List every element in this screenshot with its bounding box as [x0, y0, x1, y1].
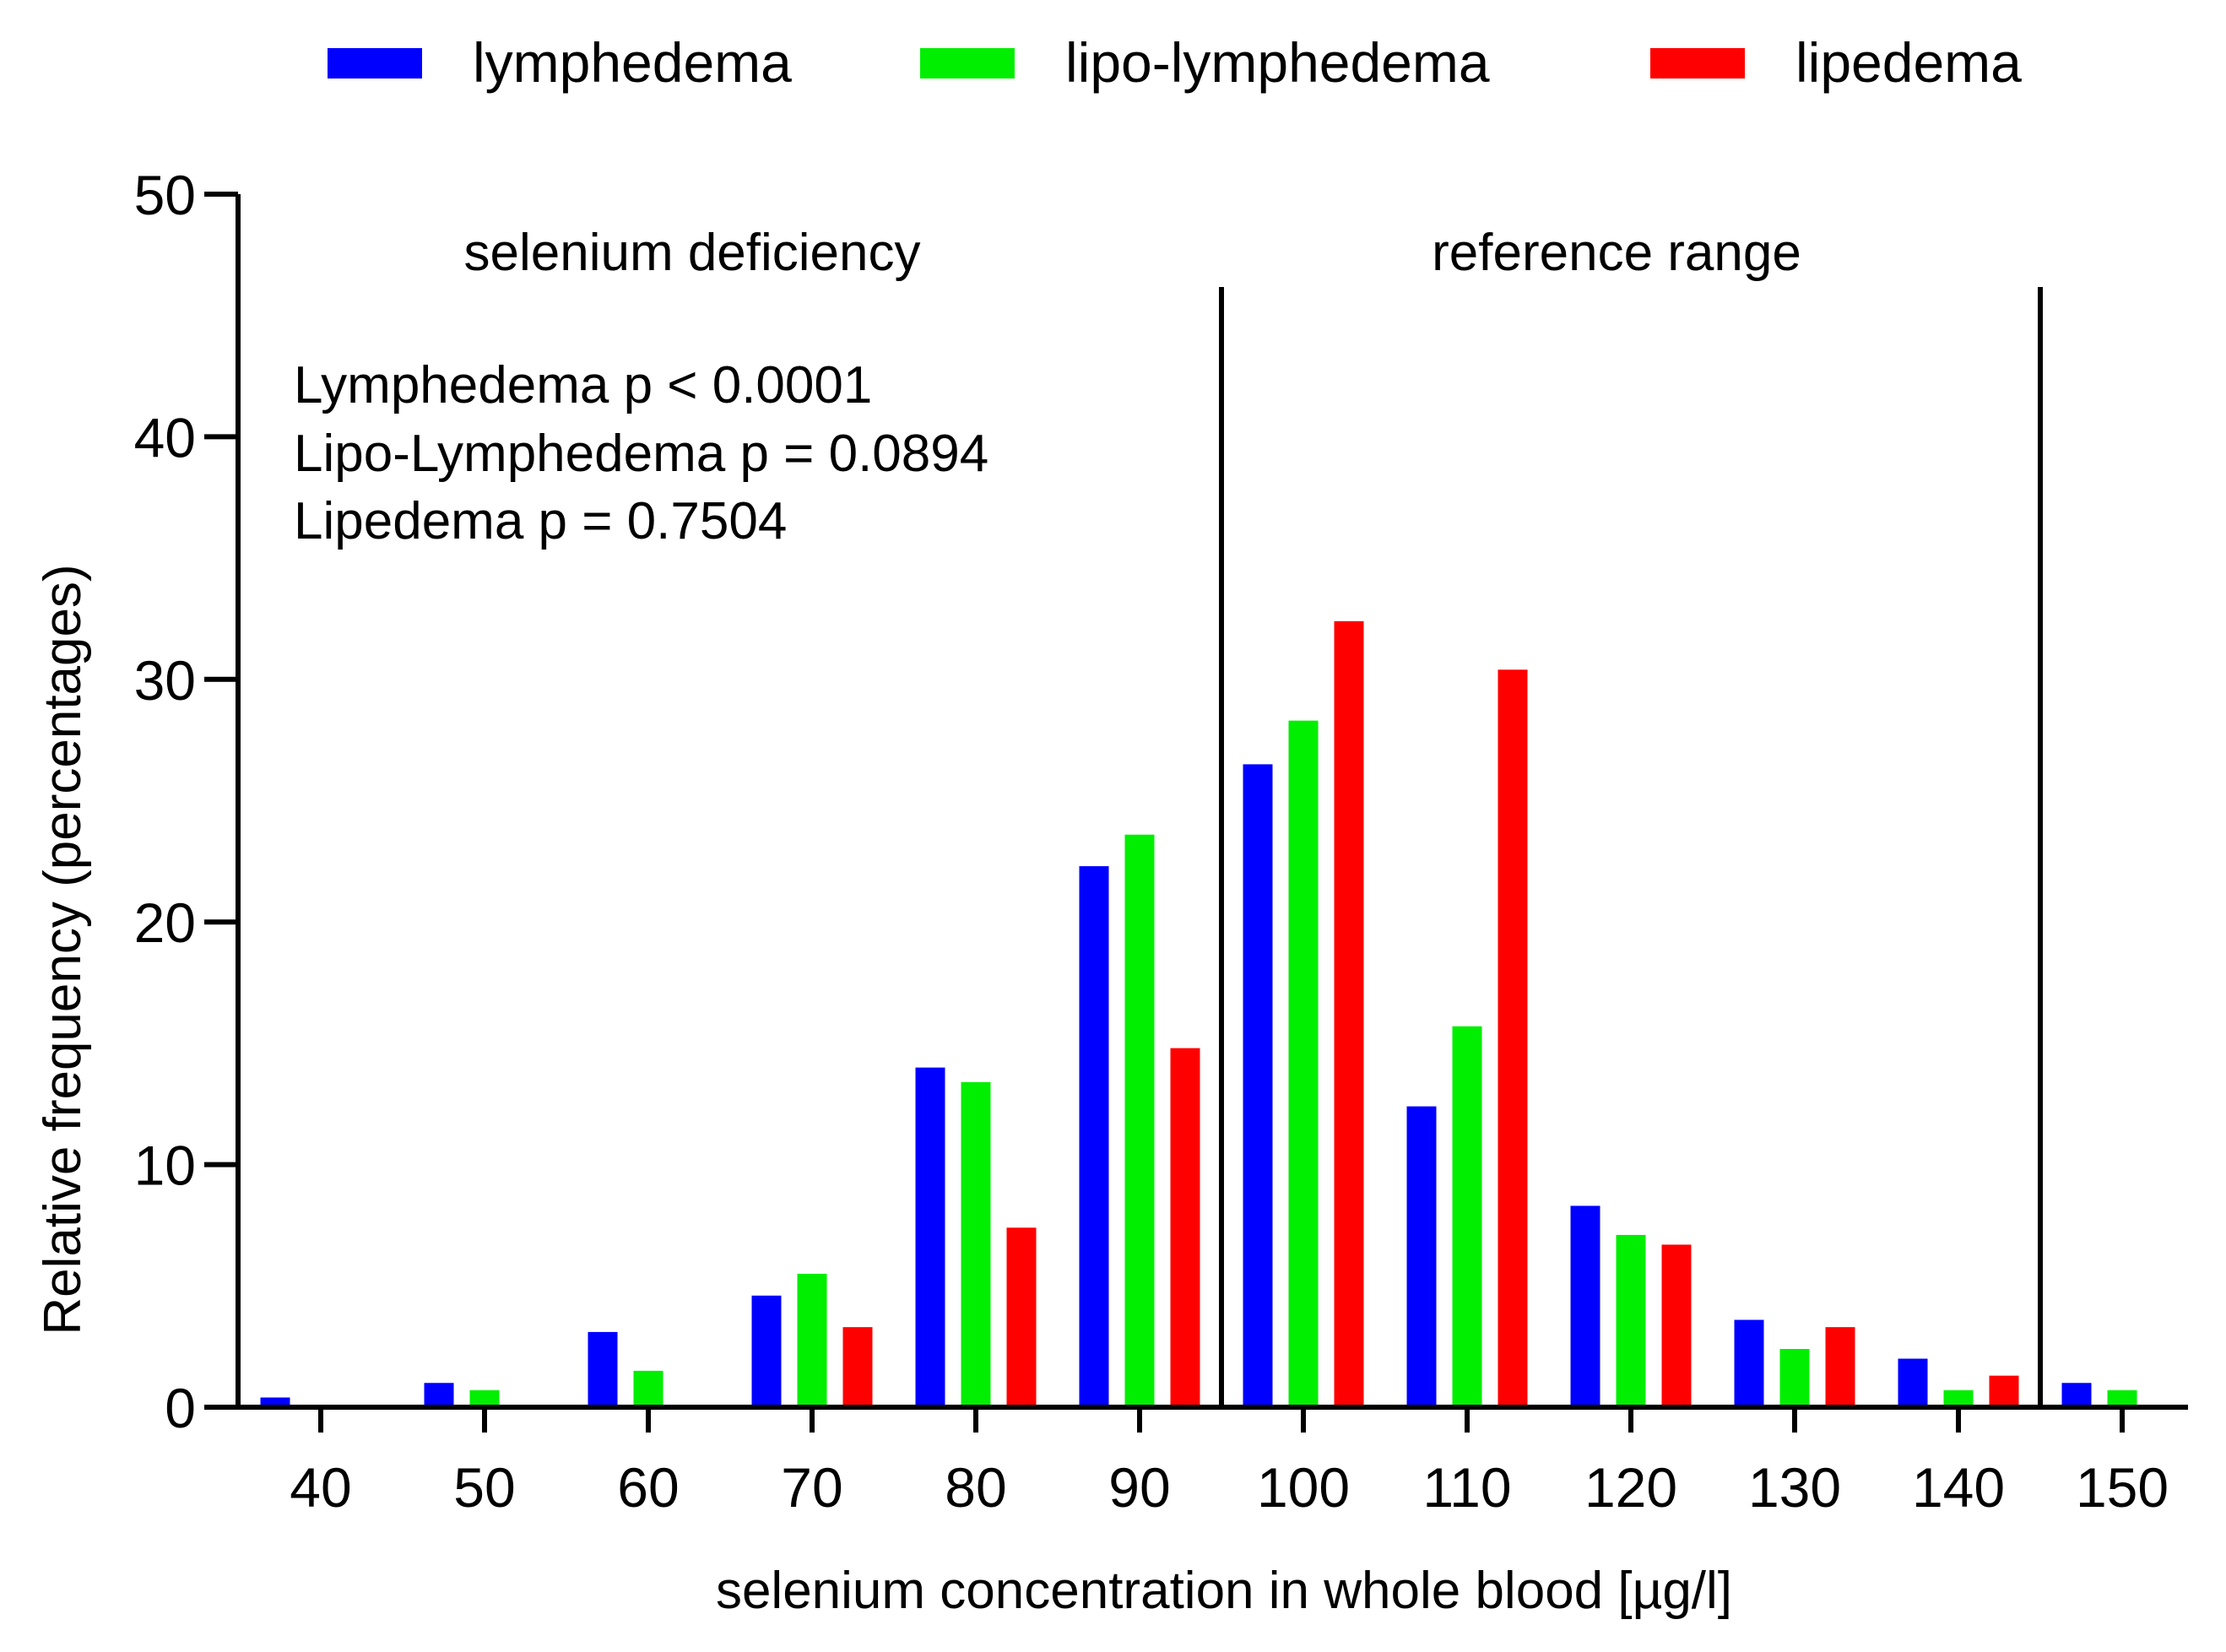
axes [236, 194, 2188, 1410]
bar-lipedema-110 [1498, 669, 1528, 1407]
x-tick-label: 110 [1422, 1456, 1511, 1519]
x-ticks: 40 50 60 70 80 90 100 110 120 130 140 150 [290, 1407, 2169, 1519]
bar-lipedema-100 [1334, 620, 1364, 1407]
bar-lipo-lymphedema-140 [1943, 1389, 1974, 1407]
bar-lipedema-70 [842, 1327, 873, 1407]
bar-lymphedema-70 [751, 1295, 782, 1407]
legend: lymphedema lipo-lymphedema lipedema [328, 31, 2022, 94]
bar-lymphedema-150 [2061, 1383, 2092, 1407]
legend-label-lymphedema: lymphedema [473, 31, 792, 94]
x-tick-label: 120 [1584, 1456, 1677, 1519]
legend-label-lipedema: lipedema [1795, 31, 2022, 94]
bar-lipedema-90 [1170, 1048, 1200, 1407]
bar-lipo-lymphedema-90 [1124, 834, 1155, 1407]
bar-lipo-lymphedema-150 [2107, 1389, 2137, 1407]
x-tick-label: 80 [945, 1456, 1006, 1519]
region-label-reference-range: reference range [1432, 224, 1801, 282]
x-tick-label: 150 [2076, 1456, 2169, 1519]
bar-lipo-lymphedema-120 [1616, 1234, 1646, 1407]
legend-swatch-lymphedema [328, 48, 422, 79]
bar-lymphedema-130 [1734, 1319, 1764, 1407]
x-tick-label: 130 [1748, 1456, 1841, 1519]
x-tick-label: 50 [453, 1456, 515, 1519]
y-tick-label: 40 [134, 406, 196, 469]
x-tick-label: 140 [1912, 1456, 2005, 1519]
bar-lymphedema-90 [1079, 866, 1109, 1407]
bar-lymphedema-50 [424, 1383, 454, 1407]
annotation-lipedema-p: Lipedema p = 0.7504 [294, 492, 787, 550]
bar-lymphedema-100 [1243, 764, 1273, 1407]
y-tick-label: 0 [165, 1377, 196, 1439]
bar-lipedema-130 [1825, 1327, 1855, 1407]
y-tick-label: 10 [134, 1135, 196, 1197]
bar-lipo-lymphedema-70 [797, 1273, 827, 1407]
x-tick-label: 70 [781, 1456, 842, 1519]
bar-lipedema-140 [1989, 1375, 2019, 1407]
bar-lipo-lymphedema-110 [1452, 1026, 1482, 1407]
x-axis-title: selenium concentration in whole blood [µ… [716, 1562, 1732, 1620]
bar-lymphedema-140 [1898, 1358, 1928, 1407]
bar-lymphedema-120 [1570, 1205, 1600, 1407]
bar-lipo-lymphedema-60 [633, 1370, 663, 1407]
y-tick-label: 50 [134, 164, 196, 226]
x-tick-label: 60 [617, 1456, 679, 1519]
bar-lipo-lymphedema-50 [469, 1389, 500, 1407]
region-label-selenium-deficiency: selenium deficiency [463, 224, 920, 282]
x-tick-label: 100 [1257, 1456, 1350, 1519]
annotation-lymphedema-p: Lymphedema p < 0.0001 [294, 356, 872, 414]
legend-label-lipo-lymphedema: lipo-lymphedema [1065, 31, 1490, 94]
x-tick-label: 40 [290, 1456, 351, 1519]
bar-lipo-lymphedema-130 [1779, 1349, 1810, 1407]
annotation-lipo-lymphedema-p: Lipo-Lymphedema p = 0.0894 [294, 425, 988, 483]
bar-lipo-lymphedema-80 [961, 1081, 991, 1407]
y-ticks: 0 10 20 30 40 50 [134, 164, 238, 1439]
bar-lymphedema-80 [915, 1067, 945, 1407]
y-axis-title: Relative frequency (percentages) [34, 564, 92, 1335]
bar-lymphedema-60 [588, 1331, 618, 1407]
bars-group [260, 620, 2137, 1407]
legend-swatch-lipo-lymphedema [920, 48, 1015, 79]
y-tick-label: 30 [134, 649, 196, 712]
region-dividers [1219, 287, 2043, 1407]
bar-lymphedema-40 [260, 1397, 290, 1407]
bar-lipo-lymphedema-100 [1288, 720, 1319, 1407]
legend-swatch-lipedema [1650, 48, 1745, 79]
bar-lymphedema-110 [1406, 1106, 1437, 1407]
bar-lipedema-80 [1006, 1227, 1037, 1407]
bar-lipedema-120 [1661, 1244, 1692, 1407]
y-tick-label: 20 [134, 891, 196, 954]
x-tick-label: 90 [1108, 1456, 1170, 1519]
